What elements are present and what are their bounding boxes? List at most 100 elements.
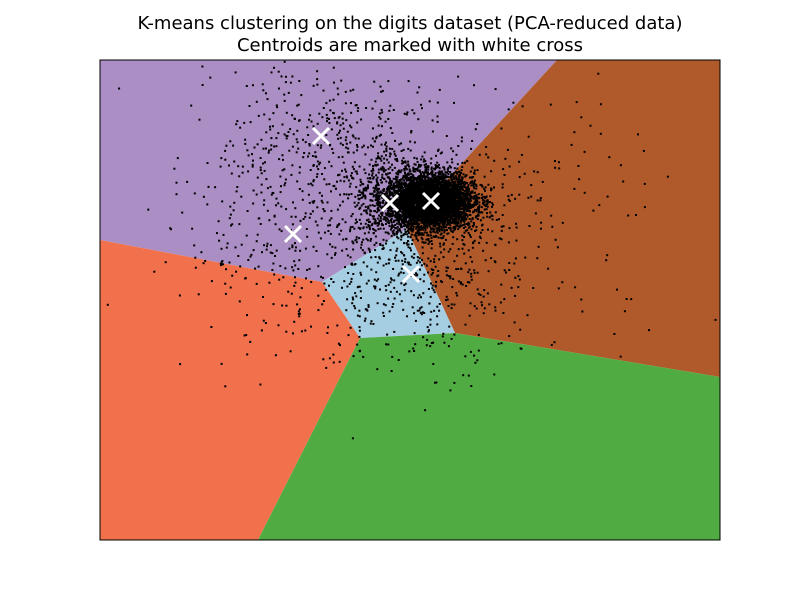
data-point	[437, 175, 440, 178]
data-point	[396, 180, 399, 183]
data-point	[239, 126, 242, 129]
data-point	[432, 176, 435, 179]
data-point	[358, 237, 361, 240]
region-light-blue	[322, 225, 455, 338]
data-point	[392, 229, 395, 232]
data-point	[387, 213, 390, 215]
data-point	[429, 205, 432, 208]
data-point	[456, 221, 459, 224]
data-point	[450, 208, 453, 210]
data-point	[440, 200, 443, 203]
data-point	[424, 171, 427, 173]
data-point	[443, 242, 445, 245]
data-point	[442, 243, 445, 246]
data-point	[393, 210, 396, 213]
data-point	[378, 187, 380, 190]
data-point	[364, 205, 367, 208]
data-point	[298, 166, 301, 169]
data-point	[455, 197, 458, 200]
data-point	[443, 215, 446, 218]
data-point	[387, 172, 390, 175]
data-point	[431, 220, 434, 223]
data-point	[406, 223, 409, 226]
data-point	[469, 170, 472, 173]
data-point	[392, 182, 395, 185]
data-point	[380, 155, 383, 158]
data-point	[399, 203, 402, 205]
data-point	[354, 205, 357, 208]
data-point	[438, 182, 440, 185]
data-point	[454, 218, 457, 221]
data-point	[375, 135, 378, 138]
data-point	[444, 209, 446, 212]
data-point	[442, 184, 445, 187]
data-point	[402, 182, 405, 185]
data-point	[419, 191, 422, 194]
data-point	[428, 100, 431, 103]
data-point	[407, 185, 410, 188]
data-point	[473, 183, 476, 186]
data-point	[448, 195, 451, 198]
data-point	[409, 140, 412, 143]
data-point	[405, 190, 408, 193]
data-point	[433, 219, 436, 222]
data-point	[453, 181, 456, 184]
data-point	[435, 186, 438, 189]
data-point	[397, 220, 400, 223]
data-point	[404, 188, 407, 191]
data-point	[394, 227, 397, 230]
data-point	[392, 232, 395, 235]
data-point	[429, 184, 432, 187]
data-point	[473, 201, 476, 204]
data-point	[465, 204, 468, 207]
data-point	[437, 163, 440, 166]
data-point	[395, 159, 398, 162]
data-point	[408, 184, 411, 187]
data-point	[377, 184, 380, 187]
data-point	[408, 169, 411, 172]
data-point	[393, 166, 396, 169]
data-point	[456, 199, 459, 202]
data-point	[405, 221, 408, 224]
data-point	[447, 170, 450, 173]
data-point	[443, 180, 446, 183]
data-point	[366, 212, 369, 215]
data-point	[379, 227, 382, 230]
data-point	[475, 210, 478, 213]
data-point	[410, 219, 413, 222]
data-point	[409, 176, 412, 179]
data-point	[402, 209, 405, 211]
data-point	[397, 202, 399, 205]
data-point	[388, 189, 391, 192]
data-point	[389, 191, 392, 194]
data-point	[383, 157, 386, 160]
data-point	[486, 200, 489, 203]
data-point	[439, 209, 442, 212]
data-point	[302, 218, 305, 220]
data-point	[435, 215, 438, 218]
data-point	[401, 178, 404, 181]
data-point	[350, 193, 353, 195]
data-point	[345, 248, 348, 251]
data-point	[423, 212, 426, 215]
data-point	[407, 208, 410, 211]
data-point	[408, 214, 411, 217]
data-point	[425, 238, 428, 241]
data-point	[438, 200, 441, 203]
data-point	[445, 175, 448, 178]
data-point	[402, 202, 405, 205]
data-point	[376, 163, 379, 166]
data-point	[444, 173, 447, 176]
data-point	[461, 161, 464, 164]
data-point	[441, 217, 444, 220]
data-point	[459, 174, 462, 176]
data-point	[406, 164, 409, 167]
data-point	[446, 193, 449, 196]
data-point	[428, 183, 431, 186]
data-point	[402, 189, 405, 191]
data-point	[390, 215, 393, 218]
data-point	[460, 182, 463, 185]
data-point	[461, 181, 464, 184]
data-point	[445, 216, 448, 219]
data-point	[404, 173, 407, 176]
